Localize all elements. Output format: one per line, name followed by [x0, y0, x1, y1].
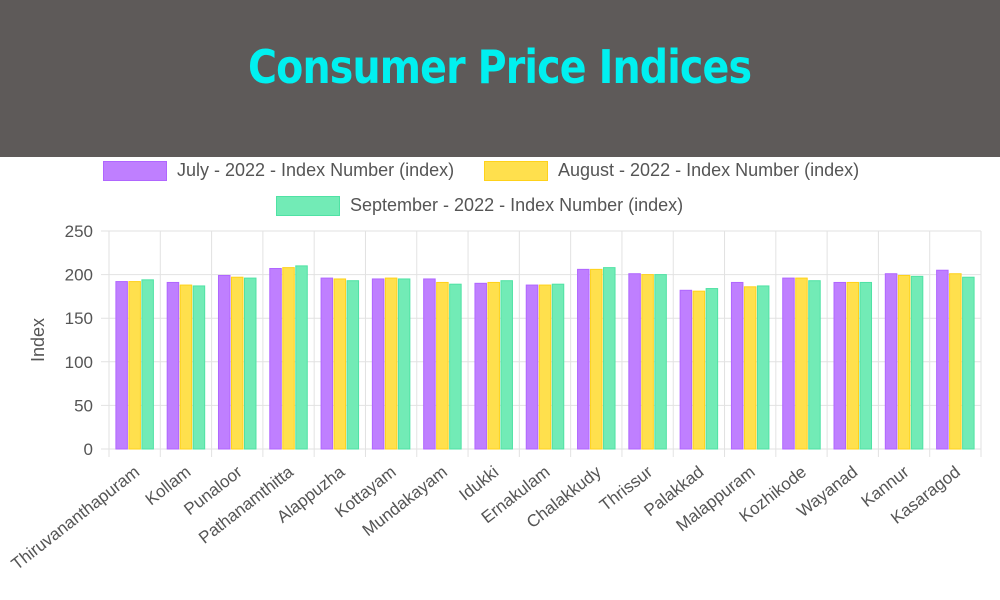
bar-3-ernakulam [551, 283, 565, 450]
bar-1-thrissur [628, 273, 641, 450]
bar-2-thrissur [641, 274, 654, 450]
bar-3-kottayam [397, 278, 411, 450]
legend-swatch-july [103, 160, 167, 181]
bar-1-chalakkudy [577, 268, 590, 450]
bar-2-kozhikode [795, 277, 808, 450]
bar-3-kannur [910, 275, 924, 450]
legend-swatch-august [484, 160, 548, 181]
bar-1-ernakulam [525, 284, 539, 450]
legend-item-september[interactable]: September - 2022 - Index Number (index) [276, 195, 683, 216]
bar-2-chalakkudy [590, 268, 603, 450]
bar-2-kottayam [384, 277, 398, 450]
bar-2-wayanad [846, 281, 860, 450]
bar-2-kollam [179, 284, 193, 450]
legend-item-august[interactable]: August - 2022 - Index Number (index) [484, 160, 859, 181]
legend-swatch-september [276, 195, 340, 216]
bar-3-wayanad [859, 281, 873, 450]
bar-3-chalakkudy [603, 267, 616, 450]
bar-1-kozhikode [782, 277, 795, 450]
bar-1-wayanad [833, 281, 847, 450]
bar-3-punaloor [243, 277, 257, 450]
y-tick-label: 150 [65, 309, 93, 328]
bar-3-alappuzha [346, 280, 360, 450]
legend-label-september: September - 2022 - Index Number (index) [350, 195, 684, 215]
bar-3-kasaragod [962, 276, 975, 450]
bar-1-palakkad [679, 289, 693, 450]
bar-3-kozhikode [808, 280, 821, 450]
bar-1-kollam [166, 281, 180, 450]
bar-1-pathanamthitta [269, 267, 282, 450]
bar-3-idukki [500, 280, 513, 450]
bar-1-malappuram [730, 281, 744, 450]
y-axis-title: Index [28, 318, 48, 362]
bar-1-kannur [884, 273, 898, 450]
y-tick-label: 100 [65, 353, 93, 372]
bar-3-thiruvananthapuram [141, 279, 154, 450]
bar-3-malappuram [756, 285, 770, 450]
x-tick-label: Thiruvananthapuram [8, 462, 143, 574]
bar-2-alappuzha [333, 278, 347, 450]
legend-item-july[interactable]: July - 2022 - Index Number (index) [103, 160, 454, 181]
bar-2-palakkad [692, 290, 706, 450]
bar-2-thiruvananthapuram [128, 281, 141, 450]
bar-1-mundakayam [423, 278, 436, 450]
bar-1-idukki [474, 282, 487, 450]
legend-label-august: August - 2022 - Index Number (index) [558, 160, 860, 180]
bar-1-kottayam [371, 278, 385, 450]
bar-1-punaloor [217, 274, 231, 450]
bar-2-malappuram [743, 286, 757, 450]
bar-2-punaloor [230, 276, 244, 450]
bar-3-kollam [192, 285, 206, 450]
header-banner: Consumer Price Indices [0, 0, 1000, 157]
bar-2-kasaragod [949, 273, 962, 450]
bar-2-pathanamthitta [282, 267, 295, 450]
y-tick-label: 0 [84, 440, 93, 459]
legend-label-july: July - 2022 - Index Number (index) [177, 160, 455, 180]
y-tick-label: 50 [74, 396, 93, 415]
bar-3-pathanamthitta [295, 265, 308, 450]
y-tick-label: 200 [65, 266, 93, 285]
bar-3-palakkad [705, 288, 719, 450]
bar-2-idukki [487, 281, 500, 450]
page-title: Consumer Price Indices [248, 39, 752, 94]
bar-1-alappuzha [320, 277, 334, 450]
bar-2-kannur [897, 274, 911, 450]
y-tick-label: 250 [65, 222, 93, 241]
bar-1-thiruvananthapuram [115, 281, 128, 450]
bar-3-mundakayam [449, 283, 462, 450]
bar-1-kasaragod [936, 269, 949, 450]
bar-2-mundakayam [436, 281, 449, 450]
bar-2-ernakulam [538, 284, 552, 450]
bar-3-thrissur [654, 274, 667, 450]
